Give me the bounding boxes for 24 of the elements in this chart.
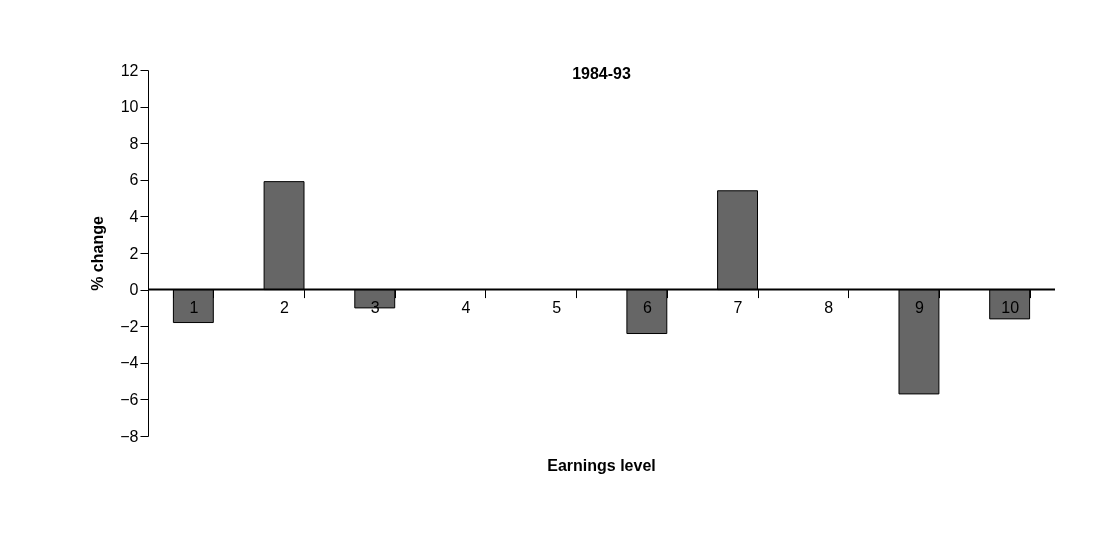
y-tick-label: 0 (129, 281, 139, 299)
chart-title: 1984-93 (572, 65, 631, 82)
y-tick-label: 10 (120, 98, 139, 116)
y-tick-label: −6 (120, 390, 139, 408)
x-tick-label: 5 (552, 299, 562, 317)
x-tick-label: 1 (189, 299, 199, 317)
y-tick-label: −8 (120, 427, 139, 445)
x-axis-title: Earnings level (547, 457, 656, 474)
y-tick-label: 6 (129, 171, 139, 189)
y-tick-label: 4 (129, 207, 139, 225)
x-tick-label: 3 (370, 299, 380, 317)
x-tick-label: 6 (642, 299, 652, 317)
x-tick-label: 10 (1001, 299, 1020, 317)
x-tick-label: 4 (461, 299, 471, 317)
x-tick-label: 2 (280, 299, 290, 317)
x-tick-label: 7 (733, 299, 743, 317)
y-tick-label: 12 (120, 61, 139, 79)
x-tick-label: 9 (915, 299, 924, 317)
y-axis-title: % change (89, 216, 107, 291)
y-tick-label: −2 (120, 317, 139, 335)
x-tick-label: 8 (824, 299, 834, 317)
y-tick-label: 2 (129, 244, 139, 262)
y-tick-label: −4 (120, 354, 139, 372)
y-tick-label: 8 (129, 134, 139, 152)
